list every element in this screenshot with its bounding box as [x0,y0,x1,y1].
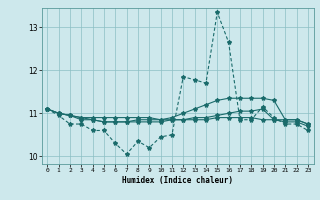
X-axis label: Humidex (Indice chaleur): Humidex (Indice chaleur) [122,176,233,185]
